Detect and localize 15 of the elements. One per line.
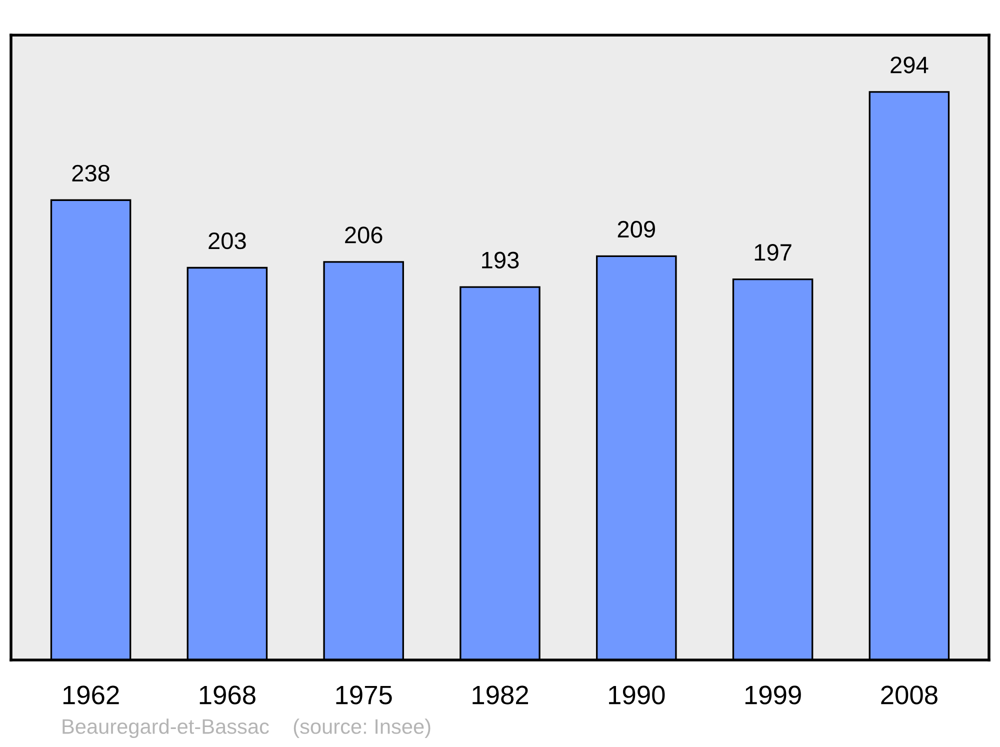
x-tick-label: 1962 — [63, 686, 119, 704]
x-tick-label: 1975 — [336, 686, 392, 704]
x-tick-label: 2008 — [881, 686, 938, 704]
data-label: 209 — [618, 220, 655, 238]
x-tick-label: 1982 — [472, 686, 528, 704]
data-label: 294 — [890, 56, 928, 74]
data-label: 197 — [754, 244, 792, 261]
data-label: 203 — [208, 232, 246, 250]
data-label: 238 — [72, 164, 110, 182]
data-label: 206 — [345, 226, 382, 244]
x-tick-label: 1990 — [609, 686, 665, 704]
x-tick-label: 1999 — [745, 686, 801, 704]
data-label: 193 — [482, 252, 519, 269]
text: Beauregard-et-Bassac (source: Insee) — [62, 718, 430, 738]
x-tick-label: 1968 — [200, 686, 256, 704]
